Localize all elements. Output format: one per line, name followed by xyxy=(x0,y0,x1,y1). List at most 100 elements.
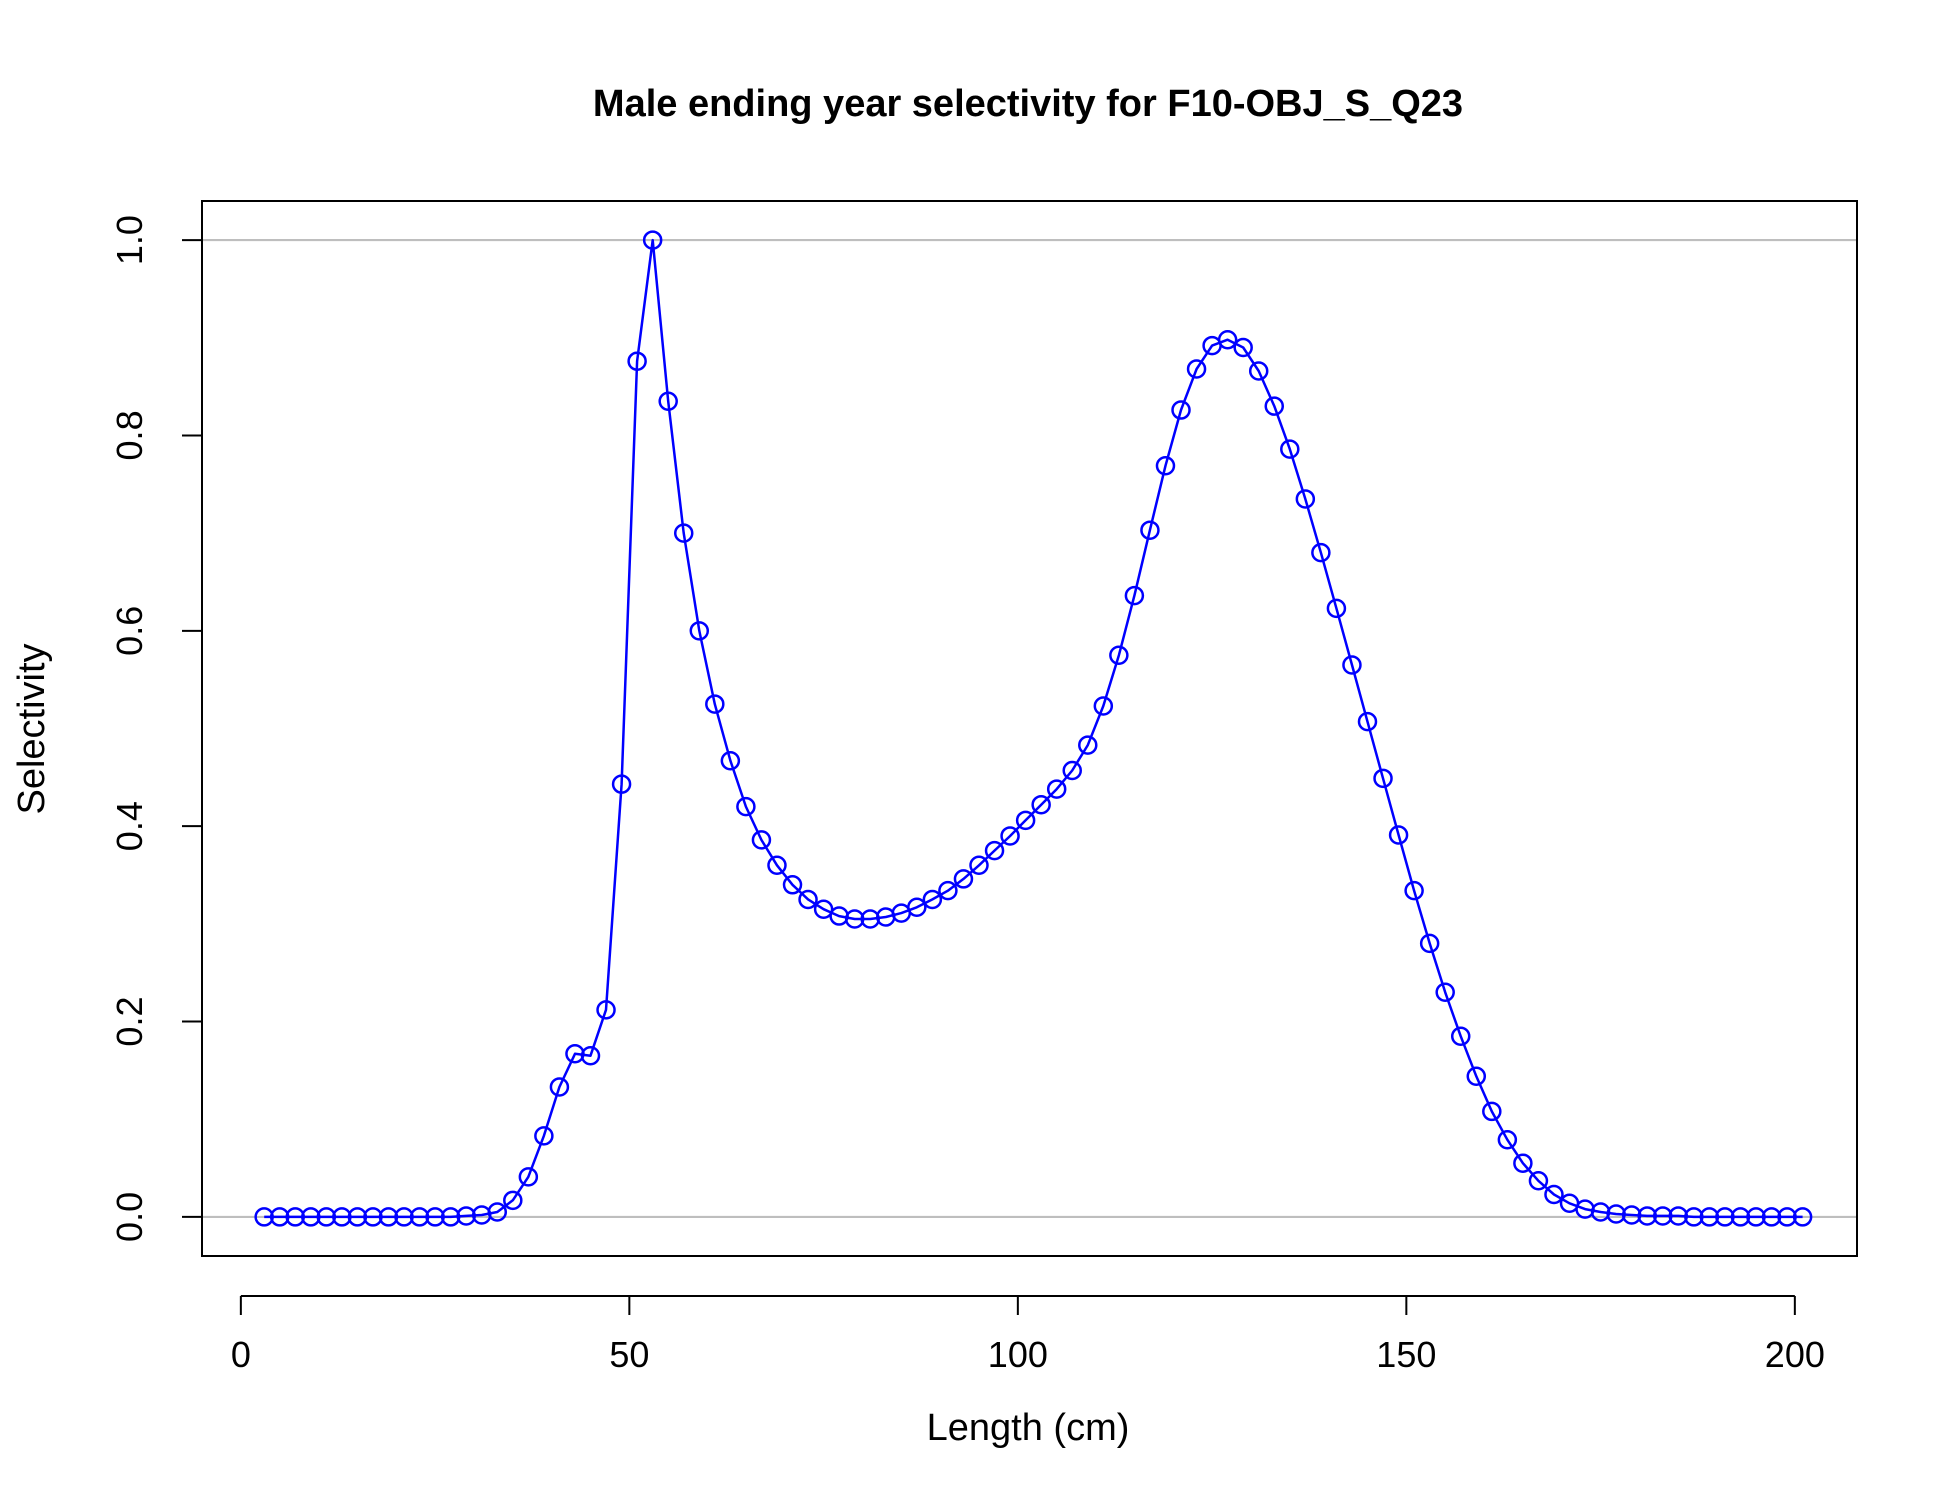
data-point xyxy=(1233,337,1253,358)
data-point xyxy=(285,1207,305,1227)
data-point xyxy=(1497,1130,1518,1150)
data-point xyxy=(1093,696,1114,716)
data-point xyxy=(1326,598,1347,619)
data-point xyxy=(580,1045,601,1066)
data-point xyxy=(316,1207,337,1227)
data-point xyxy=(1280,439,1300,459)
x-tick-label: 150 xyxy=(1376,1334,1436,1375)
data-point xyxy=(518,1167,539,1187)
data-point xyxy=(456,1206,476,1226)
data-point xyxy=(751,830,772,850)
data-point xyxy=(347,1207,368,1227)
data-point xyxy=(798,889,818,910)
data-point xyxy=(1248,361,1269,381)
data-point xyxy=(984,840,1005,861)
data-point xyxy=(1109,645,1129,665)
data-point xyxy=(627,351,647,371)
data-point xyxy=(1792,1207,1813,1227)
data-point xyxy=(1373,768,1393,789)
data-point xyxy=(1450,1026,1471,1046)
data-point xyxy=(969,855,989,876)
data-point xyxy=(254,1207,274,1227)
series-layer xyxy=(254,230,1813,1227)
data-point xyxy=(720,750,741,771)
data-point xyxy=(1155,455,1176,476)
data-point xyxy=(269,1207,290,1227)
data-point xyxy=(705,694,725,714)
data-point xyxy=(409,1207,430,1227)
data-point xyxy=(1761,1207,1782,1227)
data-point xyxy=(813,899,834,919)
plot-frame xyxy=(201,200,1858,1257)
data-point xyxy=(1746,1207,1766,1227)
data-point xyxy=(611,774,632,794)
x-axis-label: Length (cm) xyxy=(927,1407,1130,1449)
chart-title: Male ending year selectivity for F10-OBJ… xyxy=(593,83,1463,125)
data-point xyxy=(1653,1206,1673,1226)
x-tick-label: 0 xyxy=(231,1334,251,1375)
x-tick-label: 200 xyxy=(1765,1334,1825,1375)
data-point xyxy=(301,1207,321,1227)
data-point xyxy=(534,1126,554,1146)
reference-lines xyxy=(202,238,1857,1219)
data-point xyxy=(1435,982,1455,1002)
data-point xyxy=(1031,794,1051,815)
data-point xyxy=(1062,760,1082,781)
x-tick-label: 50 xyxy=(609,1334,649,1375)
data-point xyxy=(332,1207,352,1227)
data-point xyxy=(1715,1207,1735,1227)
data-point xyxy=(689,621,710,641)
data-point xyxy=(782,875,803,895)
data-point xyxy=(1000,826,1020,846)
y-tick-label: 0.4 xyxy=(109,801,150,851)
data-point xyxy=(394,1207,414,1227)
y-tick-label: 1.0 xyxy=(109,215,150,265)
data-point xyxy=(1482,1101,1502,1122)
data-point xyxy=(1078,735,1098,755)
data-point xyxy=(1404,880,1424,901)
data-point xyxy=(1699,1207,1720,1227)
data-point xyxy=(1777,1207,1797,1227)
data-point xyxy=(767,855,787,876)
data-point xyxy=(1621,1205,1642,1225)
x-tick-label: 100 xyxy=(988,1334,1048,1375)
data-point xyxy=(736,796,756,817)
y-tick-label: 0.2 xyxy=(109,997,150,1047)
data-point xyxy=(1684,1207,1704,1227)
y-axis-label: Selectivity xyxy=(11,643,53,814)
data-point xyxy=(1466,1066,1487,1087)
data-point xyxy=(938,880,958,901)
data-point xyxy=(1606,1204,1626,1224)
y-tick-label: 0.8 xyxy=(109,410,150,460)
data-point xyxy=(1388,825,1409,845)
data-point xyxy=(1544,1184,1564,1205)
data-point xyxy=(953,869,974,889)
data-point xyxy=(487,1202,508,1222)
data-point xyxy=(922,889,943,910)
data-point xyxy=(1637,1206,1657,1226)
data-point xyxy=(503,1190,523,1211)
y-tick-label: 0.6 xyxy=(109,606,150,656)
data-point xyxy=(1124,585,1145,606)
data-point xyxy=(844,909,865,929)
data-point xyxy=(642,230,663,250)
y-tick-label: 0.0 xyxy=(109,1192,150,1242)
data-point xyxy=(440,1207,461,1227)
data-point xyxy=(1217,329,1238,350)
data-point xyxy=(658,391,678,412)
data-point xyxy=(1342,655,1362,675)
data-point xyxy=(1513,1153,1533,1173)
data-point xyxy=(425,1207,445,1227)
series-line xyxy=(264,238,1803,1219)
data-point xyxy=(1295,489,1316,509)
data-point xyxy=(1015,810,1036,831)
data-point xyxy=(1419,933,1440,954)
data-point xyxy=(1528,1171,1549,1191)
data-point xyxy=(596,1000,616,1020)
data-point xyxy=(1046,779,1067,799)
data-point xyxy=(363,1207,383,1227)
data-point xyxy=(1264,396,1285,416)
data-point xyxy=(907,897,927,918)
data-point xyxy=(1668,1206,1689,1226)
x-axis: 0 50 100 150 200 xyxy=(231,1295,1825,1375)
